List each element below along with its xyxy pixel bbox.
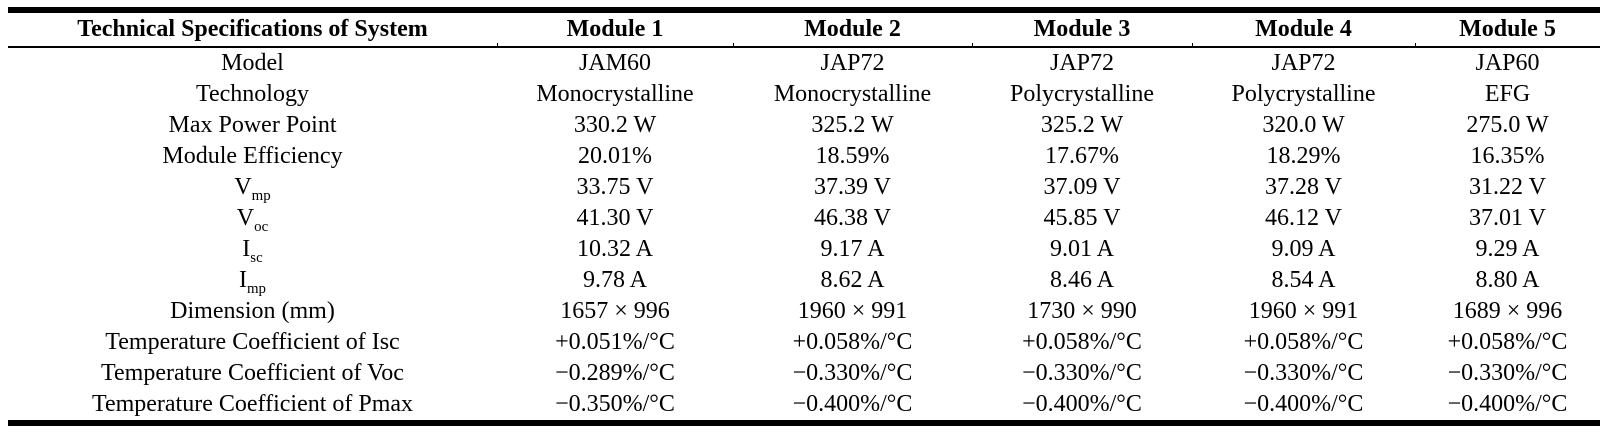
table-header-row: Technical Specifications of System Modul… bbox=[8, 10, 1600, 48]
cell-value: 8.46 A bbox=[1049, 267, 1114, 293]
column-header-module-2: Module 2 bbox=[733, 10, 972, 48]
row-label: Temperature Coefficient of Pmax bbox=[91, 391, 414, 417]
row-label-subscript: mp bbox=[251, 187, 271, 203]
cell-value: JAP72 bbox=[1271, 50, 1336, 76]
cell-value: −0.400%/°C bbox=[1447, 391, 1568, 417]
table-row: Imp 9.78 A 8.62 A 8.46 A 8.54 A 8.80 A bbox=[8, 265, 1600, 296]
cell-value: Polycrystalline bbox=[1010, 81, 1154, 107]
column-header-module-5: Module 5 bbox=[1415, 10, 1600, 48]
row-label: Max Power Point bbox=[168, 112, 337, 138]
module-spec-table: Technical Specifications of System Modul… bbox=[8, 7, 1600, 426]
cell-value: +0.058%/°C bbox=[792, 329, 913, 355]
row-label: Temperature Coefficient of Voc bbox=[101, 360, 404, 386]
cell-value: 37.39 V bbox=[814, 174, 891, 200]
table-body: Model JAM60 JAP72 JAP72 JAP72 JAP60 Technology… bbox=[8, 47, 1600, 423]
cell-value: JAP72 bbox=[820, 50, 885, 76]
cell-value: −0.400%/°C bbox=[792, 391, 913, 417]
cell-value: 1657 × 996 bbox=[560, 298, 670, 324]
cell-value: Polycrystalline bbox=[1231, 81, 1376, 107]
cell-value: 8.80 A bbox=[1475, 267, 1540, 293]
cell-value: 9.09 A bbox=[1271, 236, 1336, 262]
cell-value: 9.17 A bbox=[820, 236, 885, 262]
row-label: Dimension (mm) bbox=[170, 298, 335, 324]
column-header-module-4: Module 4 bbox=[1192, 10, 1415, 48]
cell-value: −0.289%/°C bbox=[555, 360, 675, 386]
cell-value: 8.62 A bbox=[820, 267, 885, 293]
cell-value: EFG bbox=[1484, 81, 1531, 107]
cell-value: −0.330%/°C bbox=[1447, 360, 1568, 386]
cell-value: −0.330%/°C bbox=[1022, 360, 1142, 386]
cell-value: 37.28 V bbox=[1265, 174, 1342, 200]
cell-value: 45.85 V bbox=[1043, 205, 1121, 231]
cell-value: 18.59% bbox=[815, 143, 890, 169]
cell-value: 10.32 A bbox=[576, 236, 653, 262]
cell-value: 37.01 V bbox=[1469, 205, 1546, 231]
cell-value: +0.051%/°C bbox=[555, 329, 675, 355]
cell-value: 1960 × 991 bbox=[797, 298, 908, 324]
cell-value: 41.30 V bbox=[576, 205, 654, 231]
row-label: Module Efficiency bbox=[162, 143, 343, 169]
cell-value: 37.09 V bbox=[1043, 174, 1121, 200]
table-row: Voc 41.30 V 46.38 V 45.85 V 46.12 V 37.01 V bbox=[8, 203, 1600, 234]
cell-value: 16.35% bbox=[1470, 143, 1545, 169]
cell-value: 31.22 V bbox=[1469, 174, 1546, 200]
table-row: Max Power Point 330.2 W 325.2 W 325.2 W 320.… bbox=[8, 110, 1600, 141]
row-label: Temperature Coefficient of Isc bbox=[105, 329, 400, 355]
row-label: Isc bbox=[242, 236, 263, 265]
table-row: Temperature Coefficient of Pmax −0.350%/°… bbox=[8, 389, 1600, 423]
cell-value: −0.350%/°C bbox=[555, 391, 675, 417]
cell-value: 1960 × 991 bbox=[1248, 298, 1359, 324]
cell-value: Monocrystalline bbox=[536, 81, 694, 107]
cell-value: +0.058%/°C bbox=[1243, 329, 1364, 355]
cell-value: −0.400%/°C bbox=[1022, 391, 1142, 417]
row-label: Technology bbox=[196, 81, 309, 107]
table-row: Technology Monocrystalline Monocrystalline… bbox=[8, 79, 1600, 110]
cell-value: −0.400%/°C bbox=[1243, 391, 1364, 417]
table-row: Isc 10.32 A 9.17 A 9.01 A 9.09 A 9.29 A bbox=[8, 234, 1600, 265]
cell-value: 33.75 V bbox=[576, 174, 654, 200]
column-header-spec: Technical Specifications of System bbox=[8, 10, 497, 48]
row-label: Model bbox=[221, 50, 284, 76]
column-header-module-1: Module 1 bbox=[497, 10, 733, 48]
row-label: Imp bbox=[238, 267, 266, 296]
cell-value: 8.54 A bbox=[1271, 267, 1336, 293]
cell-value: 46.38 V bbox=[814, 205, 891, 231]
cell-value: 330.2 W bbox=[573, 112, 657, 138]
row-label-subscript: mp bbox=[246, 280, 266, 296]
cell-value: 46.12 V bbox=[1265, 205, 1342, 231]
cell-value: JAP60 bbox=[1475, 50, 1540, 76]
table-row: Temperature Coefficient of Voc −0.289%/°C… bbox=[8, 358, 1600, 389]
cell-value: 275.0 W bbox=[1466, 112, 1549, 138]
cell-value: 1730 × 990 bbox=[1027, 298, 1137, 324]
cell-value: 9.01 A bbox=[1049, 236, 1114, 262]
row-label: Voc bbox=[236, 205, 269, 234]
cell-value: 325.2 W bbox=[1040, 112, 1124, 138]
cell-value: −0.330%/°C bbox=[792, 360, 913, 386]
cell-value: 20.01% bbox=[578, 143, 652, 169]
table-row: Module Efficiency 20.01% 18.59% 17.67% 18.29… bbox=[8, 141, 1600, 172]
cell-value: 320.0 W bbox=[1262, 112, 1345, 138]
row-label: Vmp bbox=[234, 174, 271, 203]
cell-value: 9.78 A bbox=[582, 267, 647, 293]
cell-value: 325.2 W bbox=[811, 112, 894, 138]
row-label-subscript: oc bbox=[254, 218, 269, 234]
cell-value: +0.058%/°C bbox=[1022, 329, 1142, 355]
column-header-module-3: Module 3 bbox=[972, 10, 1192, 48]
cell-value: 1689 × 996 bbox=[1452, 298, 1563, 324]
cell-value: Monocrystalline bbox=[773, 81, 932, 107]
table-row: Temperature Coefficient of Isc +0.051%/°C… bbox=[8, 327, 1600, 358]
cell-value: JAP72 bbox=[1049, 50, 1115, 76]
table-row: Dimension (mm) 1657 × 996 1960 × 991 1730 ×… bbox=[8, 296, 1600, 327]
table-row: Vmp 33.75 V 37.39 V 37.09 V 37.28 V 31.22 V bbox=[8, 172, 1600, 203]
cell-value: 17.67% bbox=[1045, 143, 1119, 169]
cell-value: −0.330%/°C bbox=[1243, 360, 1364, 386]
cell-value: 9.29 A bbox=[1475, 236, 1540, 262]
cell-value: +0.058%/°C bbox=[1447, 329, 1568, 355]
cell-value: 18.29% bbox=[1266, 143, 1341, 169]
table-row: Model JAM60 JAP72 JAP72 JAP72 JAP60 bbox=[8, 47, 1600, 79]
row-label-subscript: sc bbox=[250, 249, 263, 265]
cell-value: JAM60 bbox=[578, 50, 651, 76]
